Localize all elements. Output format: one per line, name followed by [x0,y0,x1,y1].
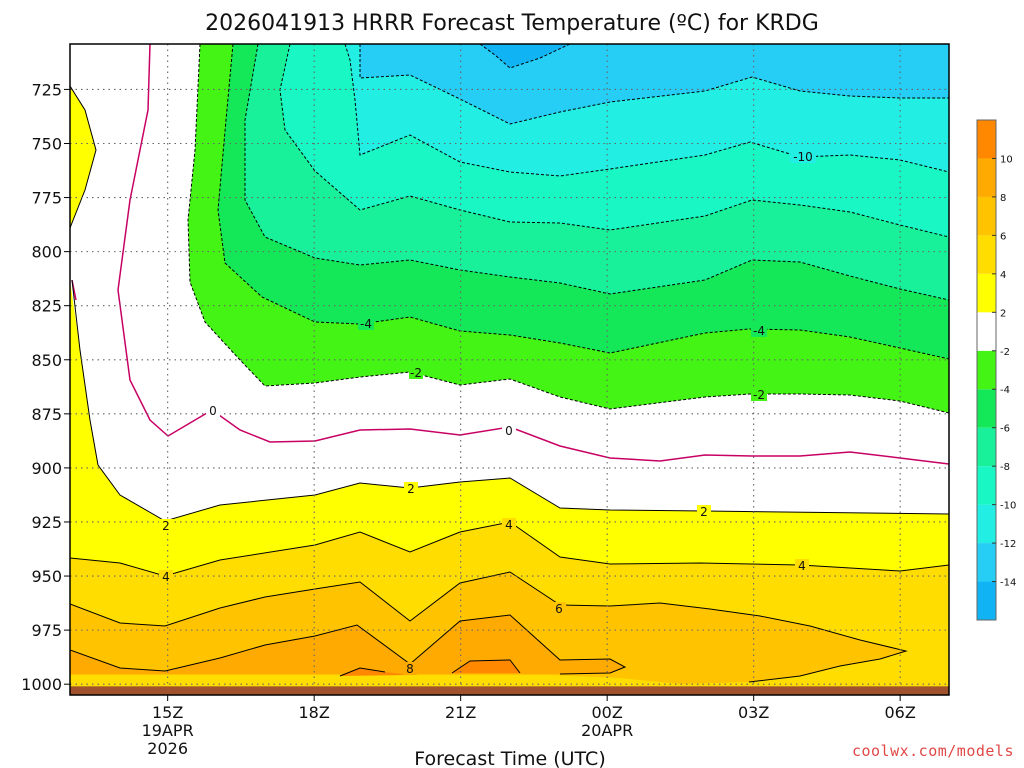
y-tick-label: 975 [31,621,62,640]
colorbar-swatch [977,312,996,351]
x-tick-sublabel: 20APR [581,721,633,740]
colorbar-swatch [977,158,996,197]
contour-neg-14 [479,44,571,69]
colorbar-swatch [977,196,996,236]
colorbar-label: -6 [1000,424,1010,435]
x-tick-sublabel: 19APR [142,721,194,740]
contour-4 [70,521,949,577]
colorbar-swatch [977,543,996,582]
colorbar: -14 -12 -10 -8 -6 -4 -2 2 4 6 8 10 [976,119,1016,621]
colorbar-label: 2 [1000,308,1006,319]
x-tick-label: 15Z [152,703,183,722]
colorbar-swatch [977,273,996,313]
x-tick-label: 03Z [738,703,769,722]
contour-neg-4 [217,44,949,360]
colorbar-swatch [977,389,996,428]
svg-text:-10: -10 [793,150,813,164]
colorbar-swatch [977,120,996,159]
y-tick-label: 925 [31,513,62,532]
svg-text:2: 2 [700,505,708,519]
y-tick-label: 775 [31,189,62,208]
y-tick-label: 850 [31,351,62,370]
contour-2-topleft [70,85,97,229]
svg-text:2: 2 [407,482,415,496]
y-tick-label: 825 [31,297,62,316]
colorbar-swatch [977,427,996,467]
contour-neg-10 [344,44,949,177]
colorbar-label: -12 [1000,539,1016,550]
svg-text:-2: -2 [410,366,422,380]
x-tick-label: 18Z [299,703,330,722]
contour-labels: 0 0 2 2 2 4 4 4 6 8 -2 -2 -4 -4 -10 [159,150,816,676]
svg-text:4: 4 [798,559,806,573]
y-tick-label: 800 [31,243,62,262]
colorbar-label: 10 [1000,154,1013,165]
x-axis-label: Forecast Time (UTC) [414,748,605,768]
contour-2 [71,279,949,522]
colorbar-label: -14 [1000,578,1016,589]
y-tick-label: 950 [31,567,62,586]
grid [70,44,949,695]
plot-frame [69,43,950,696]
ground-fill [70,686,949,695]
svg-text:6: 6 [555,602,563,616]
y-tick-label: 900 [31,459,62,478]
colorbar-swatch [977,235,996,274]
surface-ground [70,686,949,695]
x-tick-label: 06Z [885,703,916,722]
y-tick-label: 750 [31,134,62,153]
y-tick-label: 875 [31,405,62,424]
svg-text:8: 8 [406,662,414,676]
svg-text:2: 2 [162,519,170,533]
svg-text:-4: -4 [753,324,765,338]
contours [70,44,949,683]
contour-neg-2 [187,44,949,414]
colorbar-swatch [977,504,996,544]
svg-text:4: 4 [162,570,170,584]
colorbar-label: -4 [1000,385,1010,396]
colorbar-label: 8 [1000,193,1006,204]
svg-text:0: 0 [209,404,217,418]
contour-6 [70,571,908,683]
colorbar-swatch [977,466,996,505]
colorbar-label: -2 [1000,347,1010,358]
fill-neg-14 [480,44,570,68]
svg-text:-4: -4 [360,317,372,331]
temperature-fill [70,44,949,695]
y-axis: 725 750 775 800 825 850 875 900 925 950 975 1000 [21,80,70,694]
svg-text:-2: -2 [753,388,765,402]
colorbar-swatch [977,350,996,390]
fill-8-10 [70,615,625,695]
y-tick-label: 1000 [21,675,62,694]
svg-text:4: 4 [505,518,513,532]
fill-2-4-topleft [70,86,96,228]
contour-0 [117,44,949,465]
contour-neg-12 [359,44,949,125]
contour-neg-8 [279,44,949,238]
svg-text:0: 0 [505,424,513,438]
colorbar-frame [976,119,997,621]
colorbar-label: 6 [1000,231,1006,242]
contour-neg-6 [244,44,949,301]
colorbar-label: -10 [1000,501,1016,512]
watermark: coolwx.com/models [851,742,1014,760]
colorbar-label: -8 [1000,462,1010,473]
x-tick-sublabel: 2026 [147,739,188,758]
colorbar-swatch [977,581,996,620]
y-tick-label: 725 [31,80,62,99]
colorbar-label: 4 [1000,270,1006,281]
x-tick-label: 21Z [445,703,476,722]
chart-title: 2026041913 HRRR Forecast Temperature (ºC… [205,11,819,36]
x-tick-label: 00Z [592,703,623,722]
